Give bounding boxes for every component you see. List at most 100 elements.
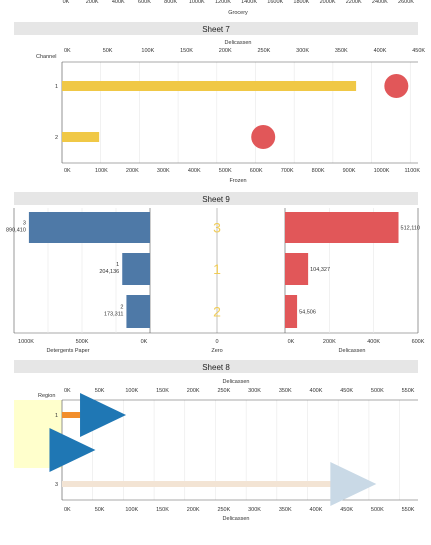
- sheet9-mid-label: 1: [213, 261, 221, 277]
- sheet9-left-tick-label: 500K: [76, 339, 89, 345]
- sheet7-circle: [251, 125, 276, 149]
- sheet7-bottom-tick-label: 1000K: [374, 168, 390, 174]
- grocery-tick-label: 2000K: [320, 0, 336, 5]
- sheet8-bottom-tick-label: 200K: [187, 507, 200, 513]
- sheet8-bottom-tick-label: 450K: [340, 507, 353, 513]
- sheet8-top-tick-label: 500K: [371, 388, 384, 394]
- sheet7-bottom-tick-label: 100K: [95, 168, 108, 174]
- sheet9-left-axis-label: Detergents Paper: [46, 348, 89, 354]
- sheet7-row-header: Channel: [36, 54, 57, 60]
- sheet8-bottom-tick-label: 150K: [156, 507, 169, 513]
- grocery-tick-label: 1600K: [267, 0, 283, 5]
- sheet8-triangle: [330, 462, 377, 506]
- sheet8-top-tick-label: 200K: [187, 388, 200, 394]
- sheet7-bottom-tick-label: 800K: [312, 168, 325, 174]
- sheet9-mid-label: 2: [213, 304, 221, 320]
- sheet7-top-tick-label: 350K: [335, 48, 348, 54]
- sheet9-right-value-label: 54,506: [299, 310, 316, 316]
- sheet8-top-tick-label: 450K: [340, 388, 353, 394]
- grocery-tick-label: 1800K: [293, 0, 309, 5]
- sheet7-bottom-tick-label: 300K: [157, 168, 170, 174]
- sheet8-bottom-tick-label: 350K: [279, 507, 292, 513]
- sheet9-right-value-label: 104,327: [310, 267, 330, 273]
- sheet8-top-tick-label: 50K: [95, 388, 105, 394]
- grocery-axis-title: Grocery: [228, 10, 248, 16]
- sheet7-top-tick-label: 250K: [257, 48, 270, 54]
- sheet8-top-tick-label: 250K: [217, 388, 230, 394]
- sheet8-bottom-tick-label: 300K: [248, 507, 261, 513]
- sheet9-left-tick-label: 1000K: [18, 339, 34, 345]
- sheet8-top-tick-label: 100K: [125, 388, 138, 394]
- sheet8-triangle: [80, 393, 127, 437]
- sheet7-top-tick-label: 0K: [64, 48, 71, 54]
- grocery-tick-label: 800K: [164, 0, 177, 5]
- sheet8-bottom-tick-label: 250K: [217, 507, 230, 513]
- grocery-tick-label: 1200K: [215, 0, 231, 5]
- sheet8-row-label: 1: [55, 413, 58, 419]
- sheet7-bottom-tick-label: 600K: [250, 168, 263, 174]
- sheet7-top-tick-label: 400K: [374, 48, 387, 54]
- grocery-tick-label: 200K: [86, 0, 99, 5]
- sheet9-left-value-label: 173,311: [104, 312, 123, 318]
- sheet8-triangle-label: 512,110: [378, 482, 397, 488]
- sheet8-row-header: Region: [38, 393, 55, 399]
- sheet8-top-tick-label: 300K: [248, 388, 261, 394]
- grocery-tick-label: 2400K: [372, 0, 388, 5]
- sheet9-left-bar: [28, 212, 151, 243]
- sheet9-left-bar: [126, 295, 150, 328]
- sheet9-title: Sheet 9: [202, 195, 230, 204]
- sheet8-bottom-tick-label: 550K: [402, 507, 415, 513]
- sheet9-mid-axis-label: Zero: [211, 348, 222, 354]
- sheet7-title: Sheet 7: [202, 25, 230, 34]
- sheet8-triangle: [49, 428, 96, 472]
- sheet8-title-bar: [14, 360, 418, 373]
- sheet8-bottom-tick-label: 100K: [125, 507, 138, 513]
- grocery-tick-label: 600K: [138, 0, 151, 5]
- sheet7-bottom-tick-label: 200K: [126, 168, 139, 174]
- sheet7-bottom-tick-label: 900K: [343, 168, 356, 174]
- sheet7-circle: [384, 74, 409, 98]
- grocery-tick-label: 1400K: [241, 0, 257, 5]
- sheet7-bar: [62, 132, 100, 142]
- sheet7-bottom-tick-label: 0K: [64, 168, 71, 174]
- sheet9-right-tick-label: 0K: [288, 339, 295, 345]
- sheet8-title: Sheet 8: [202, 363, 230, 372]
- sheet9-right-bar: [285, 295, 298, 328]
- sheet7-top-tick-label: 300K: [296, 48, 309, 54]
- sheet8-top-tick-label: 150K: [156, 388, 169, 394]
- sheet7-bottom-axis-label: Frozen: [229, 178, 246, 184]
- sheet7-top-axis-label: Delicassen: [225, 40, 252, 46]
- sheet9-right-bar: [285, 212, 399, 243]
- sheet7-top-tick-label: 200K: [219, 48, 232, 54]
- sheet7-bottom-tick-label: 400K: [188, 168, 201, 174]
- sheet9-right-axis-label: Delicassen: [339, 348, 366, 354]
- sheet7-top-tick-label: 450K: [412, 48, 425, 54]
- sheet7-bottom-tick-label: 700K: [281, 168, 294, 174]
- sheet7-top-tick-label: 50K: [103, 48, 113, 54]
- sheet7-bottom-tick-label: 1100K: [405, 168, 421, 174]
- grocery-tick-label: 2200K: [346, 0, 362, 5]
- sheet9-left-value-label: 204,136: [99, 269, 119, 275]
- sheet9-mid-label: 3: [213, 220, 221, 236]
- sheet9-left-category-label: 1: [116, 262, 119, 268]
- sheet8-bottom-tick-label: 0K: [64, 507, 71, 513]
- sheet7-bottom-tick-label: 500K: [219, 168, 232, 174]
- sheet8-row-label: 3: [55, 482, 58, 488]
- sheet7-title-bar: [14, 22, 418, 35]
- sheet7-row-label: 2: [55, 135, 58, 141]
- sheet9-left-bar: [122, 253, 150, 285]
- sheet7-bar: [62, 81, 357, 91]
- sheet8-top-tick-label: 0K: [64, 388, 71, 394]
- sheet7-row-label: 1: [55, 84, 58, 90]
- sheet8-bottom-axis-label: Delicassen: [223, 516, 250, 522]
- sheet9-left-tick-label: 0K: [141, 339, 148, 345]
- sheet9-title-bar: [14, 192, 418, 205]
- sheet7-top-tick-label: 100K: [141, 48, 154, 54]
- grocery-tick-label: 400K: [112, 0, 125, 5]
- sheet8-top-axis-label: Delicassen: [223, 379, 250, 385]
- sheet8-top-tick-label: 550K: [402, 388, 415, 394]
- sheet9-right-tick-label: 400K: [367, 339, 380, 345]
- sheet9-left-category-label: 2: [120, 305, 123, 311]
- sheet9-left-value-label: 890,410: [6, 228, 26, 234]
